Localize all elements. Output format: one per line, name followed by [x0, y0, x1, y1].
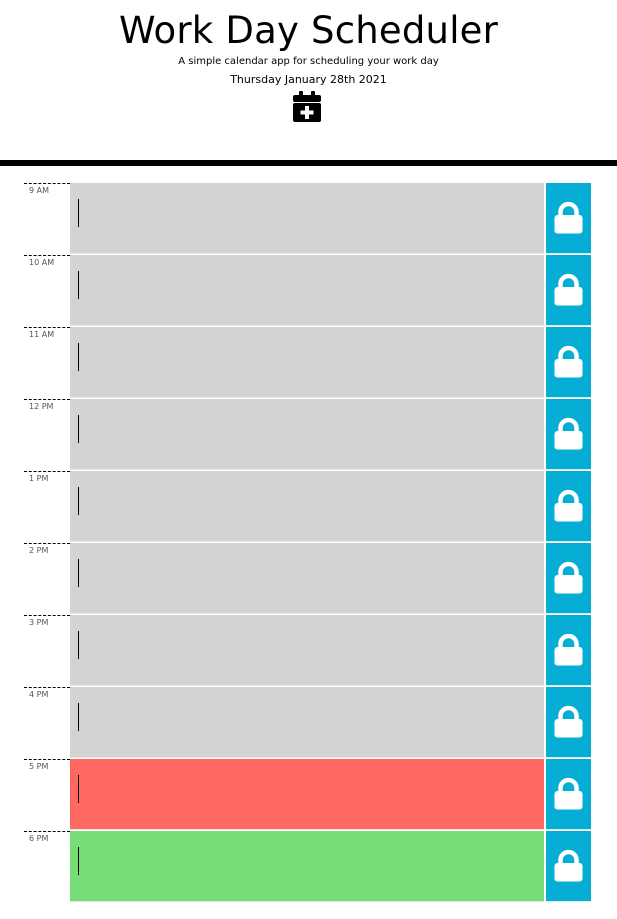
- task-input[interactable]: [70, 831, 544, 902]
- header-divider: [0, 160, 617, 166]
- text-cursor: [78, 559, 79, 587]
- save-button[interactable]: [546, 831, 591, 902]
- page-header: Work Day Scheduler A simple calendar app…: [0, 0, 617, 162]
- calendar-plus-icon: [292, 91, 322, 123]
- text-cursor: [78, 199, 79, 227]
- task-input[interactable]: [70, 255, 544, 326]
- hour-row: 10 AM: [0, 255, 617, 327]
- save-button[interactable]: [546, 471, 591, 542]
- save-button[interactable]: [546, 183, 591, 254]
- text-cursor: [78, 775, 79, 803]
- hour-row: 9 AM: [0, 183, 617, 255]
- current-date: Thursday January 28th 2021: [230, 73, 387, 86]
- task-input[interactable]: [70, 399, 544, 470]
- hour-label: 6 PM: [24, 831, 70, 903]
- text-cursor: [78, 487, 79, 515]
- hour-row: 6 PM: [0, 831, 617, 903]
- hour-row: 12 PM: [0, 399, 617, 471]
- hour-label: 10 AM: [24, 255, 70, 327]
- hour-label: 3 PM: [24, 615, 70, 687]
- hour-label: 11 AM: [24, 327, 70, 399]
- task-input[interactable]: [70, 327, 544, 398]
- text-cursor: [78, 271, 79, 299]
- save-button[interactable]: [546, 615, 591, 686]
- save-button[interactable]: [546, 327, 591, 398]
- page-title: Work Day Scheduler: [118, 9, 499, 52]
- task-input[interactable]: [70, 687, 544, 758]
- hour-label: 2 PM: [24, 543, 70, 615]
- save-button[interactable]: [546, 687, 591, 758]
- page-subtitle: A simple calendar app for scheduling you…: [178, 56, 439, 67]
- task-input[interactable]: [70, 183, 544, 254]
- save-button[interactable]: [546, 543, 591, 614]
- text-cursor: [78, 343, 79, 371]
- hour-label: 4 PM: [24, 687, 70, 759]
- task-input[interactable]: [70, 543, 544, 614]
- text-cursor: [78, 703, 79, 731]
- save-button[interactable]: [546, 255, 591, 326]
- task-input[interactable]: [70, 759, 544, 830]
- hour-label: 9 AM: [24, 183, 70, 255]
- task-input[interactable]: [70, 615, 544, 686]
- hour-row: 1 PM: [0, 471, 617, 543]
- schedule: 9 AM 10 AM 11 AM 12 PM 1 PM 2 PM 3 PM 4 PM 5 PM 6…: [0, 183, 617, 903]
- hour-row: 3 PM: [0, 615, 617, 687]
- hour-row: 4 PM: [0, 687, 617, 759]
- task-input[interactable]: [70, 471, 544, 542]
- hour-label: 5 PM: [24, 759, 70, 831]
- save-button[interactable]: [546, 759, 591, 830]
- text-cursor: [78, 631, 79, 659]
- text-cursor: [78, 847, 79, 875]
- hour-row: 2 PM: [0, 543, 617, 615]
- hour-label: 1 PM: [24, 471, 70, 543]
- hour-row: 11 AM: [0, 327, 617, 399]
- hour-label: 12 PM: [24, 399, 70, 471]
- hour-row: 5 PM: [0, 759, 617, 831]
- text-cursor: [78, 415, 79, 443]
- save-button[interactable]: [546, 399, 591, 470]
